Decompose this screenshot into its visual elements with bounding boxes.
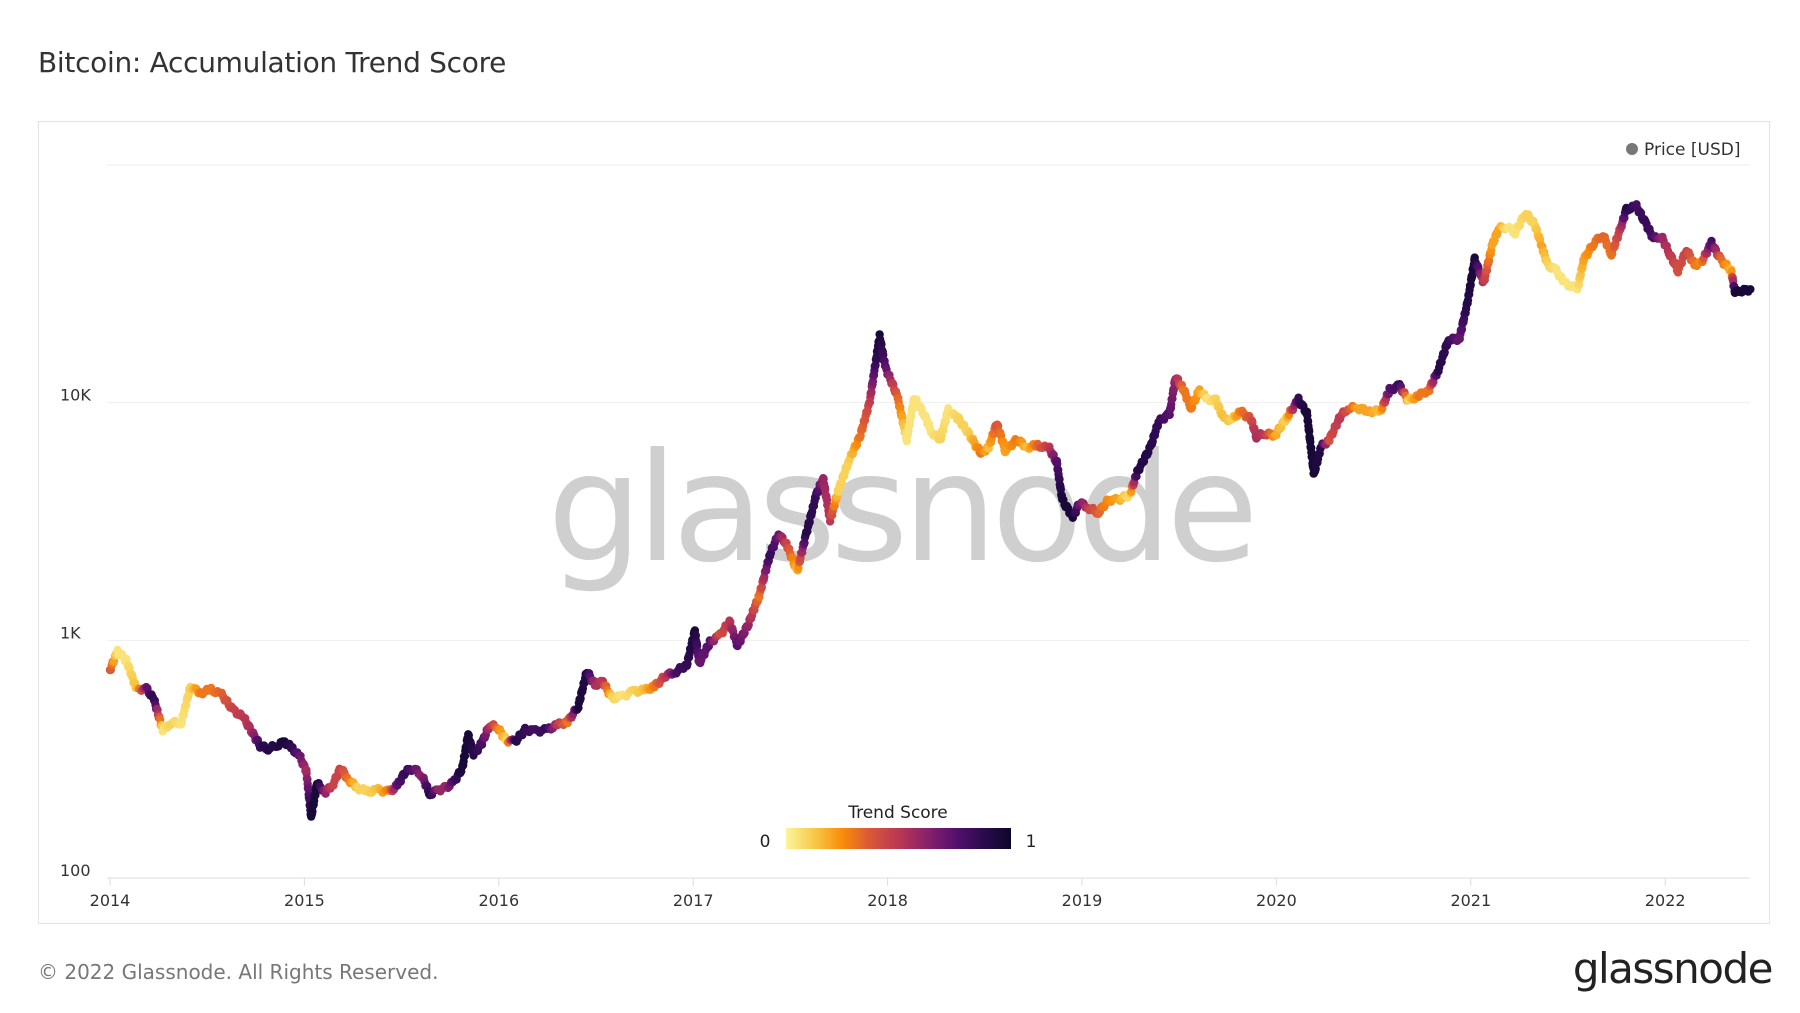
chart-frame <box>38 121 1770 924</box>
x-tick-label: 2015 <box>284 891 325 910</box>
x-tick-label: 2018 <box>867 891 908 910</box>
legend-label: Price [USD] <box>1644 140 1740 160</box>
y-tick-label: 10K <box>60 386 91 405</box>
x-tick-label: 2019 <box>1062 891 1103 910</box>
y-tick-label: 100 <box>60 861 91 880</box>
colorbar: Trend Score 0 1 <box>760 803 1037 852</box>
legend-marker <box>1626 143 1638 155</box>
x-tick-label: 2021 <box>1450 891 1491 910</box>
colorbar-max-label: 1 <box>1026 832 1037 852</box>
price-point <box>1746 285 1755 294</box>
x-tick-label: 2014 <box>90 891 131 910</box>
price-point <box>1132 472 1141 481</box>
x-tick-label: 2022 <box>1645 891 1686 910</box>
x-tick-label: 2017 <box>673 891 714 910</box>
chart-title: Bitcoin: Accumulation Trend Score <box>38 46 507 79</box>
copyright: © 2022 Glassnode. All Rights Reserved. <box>38 960 439 984</box>
colorbar-title: Trend Score <box>847 803 948 823</box>
watermark: glassnode <box>547 422 1252 596</box>
colorbar-gradient <box>786 828 1011 849</box>
legend[interactable]: Price [USD] <box>1626 140 1740 160</box>
glassnode-logo[interactable]: glassnode <box>1572 944 1774 993</box>
colorbar-min-label: 0 <box>760 832 771 852</box>
x-tick-label: 2020 <box>1256 891 1297 910</box>
y-tick-label: 1K <box>60 623 81 642</box>
x-tick-label: 2016 <box>478 891 519 910</box>
